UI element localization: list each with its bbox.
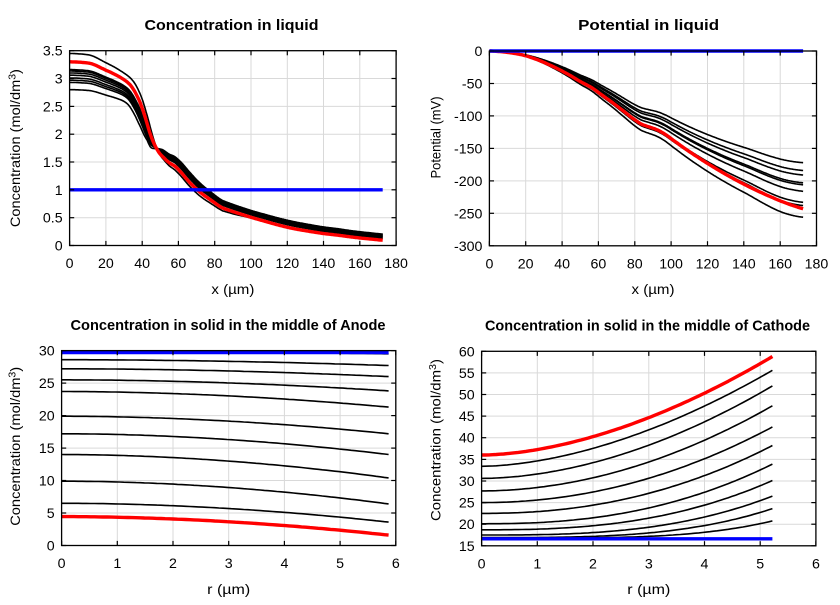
svg-text:0: 0 [475,44,483,60]
svg-text:-50: -50 [462,77,483,93]
svg-text:0: 0 [478,557,486,573]
svg-text:-250: -250 [454,206,483,222]
svg-text:50: 50 [459,388,475,404]
svg-text:Concentration in solid in the: Concentration in solid in the middle of … [485,318,810,335]
svg-text:80: 80 [207,256,223,272]
svg-text:100: 100 [239,256,263,272]
svg-text:Potential in liquid: Potential in liquid [578,17,719,34]
svg-text:15: 15 [459,539,475,555]
svg-text:3: 3 [645,557,653,573]
svg-text:-100: -100 [454,109,483,125]
svg-text:0: 0 [485,257,493,273]
svg-text:40: 40 [134,256,150,272]
svg-text:5: 5 [47,506,55,522]
svg-text:4: 4 [701,557,709,573]
svg-text:140: 140 [732,257,756,273]
svg-text:3: 3 [225,556,233,572]
svg-text:1.5: 1.5 [43,155,63,171]
svg-text:120: 120 [696,257,720,273]
svg-text:1: 1 [55,183,63,199]
svg-text:Concentration (mol/dm3): Concentration (mol/dm3) [428,359,444,521]
svg-text:100: 100 [659,257,683,273]
svg-text:Concentration (mol/dm3): Concentration (mol/dm3) [8,69,24,227]
svg-text:0: 0 [66,256,74,272]
svg-text:6: 6 [392,556,400,572]
svg-text:2.5: 2.5 [43,99,63,115]
svg-text:Concentration (mol/dm3): Concentration (mol/dm3) [8,367,24,526]
svg-text:3.5: 3.5 [43,44,63,60]
svg-text:0: 0 [47,539,55,555]
svg-text:20: 20 [459,517,475,533]
svg-text:160: 160 [348,256,372,272]
svg-text:0: 0 [58,556,66,572]
svg-text:5: 5 [336,556,344,572]
svg-text:4: 4 [280,556,288,572]
svg-text:6: 6 [812,557,820,573]
svg-text:Concentration in liquid: Concentration in liquid [145,17,319,34]
svg-text:5: 5 [756,557,764,573]
svg-text:10: 10 [39,474,55,490]
svg-text:180: 180 [384,256,408,272]
svg-text:-200: -200 [454,174,483,190]
svg-text:20: 20 [39,409,55,425]
svg-text:80: 80 [627,257,643,273]
svg-text:60: 60 [171,256,187,272]
svg-text:120: 120 [275,256,299,272]
svg-text:3: 3 [55,72,63,88]
svg-text:x (µm): x (µm) [632,281,675,297]
svg-text:180: 180 [805,257,829,273]
svg-text:0: 0 [55,239,63,255]
svg-text:45: 45 [459,409,475,425]
svg-text:2: 2 [169,556,177,572]
svg-text:1: 1 [533,557,541,573]
svg-text:40: 40 [459,431,475,447]
svg-text:160: 160 [768,257,792,273]
svg-text:40: 40 [554,257,570,273]
svg-text:60: 60 [591,257,607,273]
svg-text:25: 25 [39,376,55,392]
svg-text:2: 2 [589,557,597,573]
svg-text:30: 30 [459,474,475,490]
svg-text:x (µm): x (µm) [211,281,254,297]
svg-text:25: 25 [459,496,475,512]
svg-text:20: 20 [98,256,114,272]
svg-text:60: 60 [459,344,475,360]
svg-text:2: 2 [55,127,63,143]
svg-text:20: 20 [518,257,534,273]
svg-text:1: 1 [113,556,121,572]
svg-text:-300: -300 [454,239,483,255]
svg-text:30: 30 [39,344,55,360]
svg-text:140: 140 [312,256,336,272]
svg-text:r (µm): r (µm) [207,581,250,597]
svg-text:Concentration in solid in the: Concentration in solid in the middle of … [71,317,386,334]
svg-text:r (µm): r (µm) [627,581,670,597]
svg-text:0.5: 0.5 [43,211,63,227]
svg-text:Potential (mV): Potential (mV) [429,97,444,179]
svg-text:35: 35 [459,452,475,468]
svg-text:15: 15 [39,441,55,457]
svg-text:-150: -150 [454,141,483,157]
svg-text:55: 55 [459,366,475,382]
